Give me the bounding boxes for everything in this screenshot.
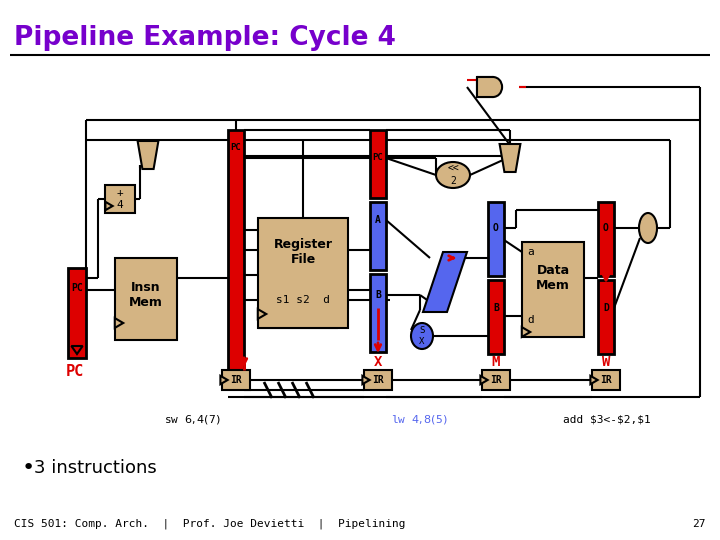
Text: sw $6,4($7): sw $6,4($7) — [164, 414, 222, 427]
Text: W: W — [602, 355, 610, 369]
Bar — [522, 242, 584, 337]
Bar — [115, 258, 177, 340]
Text: lw $4,8($5): lw $4,8($5) — [391, 414, 449, 427]
Text: PC: PC — [71, 283, 83, 293]
Text: S
X: S X — [419, 326, 425, 346]
Bar — [370, 130, 386, 198]
Text: CIS 501: Comp. Arch.  |  Prof. Joe Devietti  |  Pipelining: CIS 501: Comp. Arch. | Prof. Joe Deviett… — [14, 519, 405, 529]
Text: M: M — [492, 355, 500, 369]
Text: IR: IR — [490, 375, 502, 385]
Text: IR: IR — [372, 375, 384, 385]
Text: Insn
Mem: Insn Mem — [129, 281, 163, 309]
Text: <<
2: << 2 — [447, 164, 459, 186]
Text: Pipeline Example: Cycle 4: Pipeline Example: Cycle 4 — [14, 25, 396, 51]
Polygon shape — [71, 346, 83, 354]
Text: B: B — [375, 290, 381, 300]
Text: d: d — [527, 315, 534, 325]
Polygon shape — [590, 376, 598, 384]
Ellipse shape — [484, 77, 502, 97]
Text: •: • — [22, 458, 35, 478]
Polygon shape — [138, 141, 158, 169]
Bar — [258, 218, 348, 328]
Text: O: O — [603, 223, 609, 233]
Polygon shape — [522, 327, 530, 337]
Text: A: A — [375, 215, 381, 225]
Text: IR: IR — [230, 375, 242, 385]
Polygon shape — [258, 309, 266, 319]
Text: D: D — [232, 355, 240, 369]
Text: PC: PC — [373, 153, 383, 163]
Polygon shape — [220, 376, 228, 384]
Bar — [68, 268, 86, 358]
Bar — [598, 202, 614, 276]
Polygon shape — [500, 144, 521, 172]
Polygon shape — [423, 252, 467, 312]
Bar — [228, 130, 244, 388]
Text: +
4: + 4 — [117, 188, 123, 210]
Text: X: X — [374, 355, 382, 369]
Bar — [370, 274, 386, 352]
Text: PC: PC — [66, 364, 84, 380]
Text: add $3<-$2,$1: add $3<-$2,$1 — [563, 415, 651, 425]
Text: B: B — [493, 303, 499, 313]
Bar — [592, 370, 620, 390]
Bar — [364, 370, 392, 390]
Polygon shape — [114, 318, 123, 328]
Bar — [370, 202, 386, 270]
Text: 27: 27 — [693, 519, 706, 529]
Polygon shape — [362, 376, 369, 384]
Text: 3 instructions: 3 instructions — [34, 459, 157, 477]
Bar — [598, 280, 614, 354]
Text: PC: PC — [230, 143, 241, 152]
Ellipse shape — [411, 323, 433, 349]
Bar — [488, 202, 504, 276]
Bar — [222, 370, 250, 390]
Polygon shape — [480, 376, 487, 384]
Bar — [477, 77, 493, 97]
Text: s1 s2  d: s1 s2 d — [276, 295, 330, 305]
Text: a: a — [527, 247, 534, 257]
Text: Register
File: Register File — [274, 238, 333, 266]
Bar — [105, 185, 135, 213]
Text: IR: IR — [600, 375, 612, 385]
Bar — [488, 280, 504, 354]
Text: D: D — [603, 303, 609, 313]
Polygon shape — [105, 202, 112, 210]
Text: O: O — [493, 223, 499, 233]
Bar — [477, 77, 493, 97]
Bar — [482, 370, 510, 390]
Ellipse shape — [436, 162, 470, 188]
Ellipse shape — [639, 213, 657, 243]
Text: Data
Mem: Data Mem — [536, 264, 570, 292]
